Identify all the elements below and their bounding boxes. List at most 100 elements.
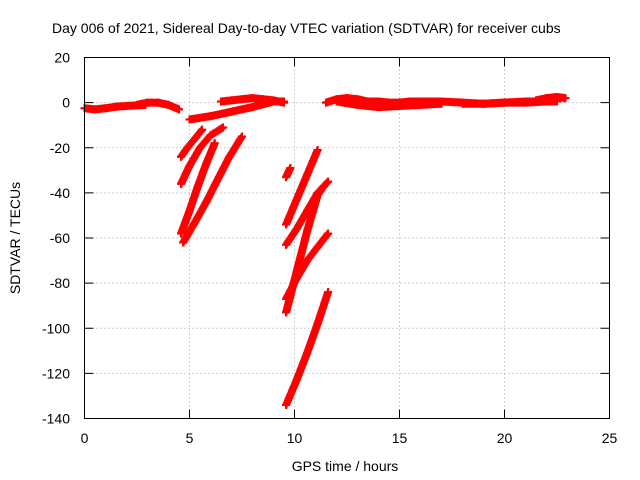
data-point (248, 94, 257, 103)
y-tick-label: 20 (54, 50, 70, 66)
data-point (202, 197, 211, 206)
data-point (133, 100, 141, 109)
series-track-08 (179, 132, 246, 247)
data-point (185, 115, 194, 124)
data-point (282, 240, 291, 249)
y-tick-label: -60 (50, 230, 70, 246)
data-point (521, 98, 530, 107)
data-point (185, 161, 194, 170)
data-point (101, 104, 110, 113)
data-point (324, 177, 333, 186)
series-track-07 (177, 139, 219, 238)
data-point (196, 143, 204, 152)
data-point (313, 319, 322, 328)
data-point (198, 125, 207, 134)
data-point (214, 173, 223, 182)
data-point (395, 102, 404, 111)
data-point (322, 98, 330, 107)
data-point (282, 173, 291, 182)
data-point (282, 400, 291, 409)
y-tick-label: -80 (50, 275, 70, 291)
series-track-02 (133, 98, 183, 114)
data-point (269, 96, 278, 105)
data-point (303, 349, 312, 358)
y-tick-label: 0 (62, 95, 70, 111)
data-point (553, 92, 561, 101)
data-point (112, 102, 120, 111)
data-point (332, 97, 341, 106)
data-point (286, 164, 295, 173)
data-point (280, 98, 288, 107)
data-point (143, 98, 152, 107)
x-tick-label: 10 (287, 430, 303, 446)
y-tick-label: -140 (42, 411, 70, 427)
data-point (189, 220, 198, 229)
data-point (122, 102, 131, 111)
y-tick-label: -20 (50, 140, 70, 156)
data-point (292, 195, 301, 204)
data-point (217, 97, 225, 106)
data-point (183, 143, 192, 152)
data-point (210, 139, 219, 148)
series-track-14 (282, 288, 333, 409)
data-point (259, 95, 267, 104)
x-tick-labels: 0 5 10 15 20 25 (81, 430, 618, 446)
data-point (284, 168, 293, 177)
data-point (206, 131, 215, 140)
data-point (303, 170, 312, 179)
data-point (177, 229, 186, 238)
x-tick-label: 15 (392, 430, 408, 446)
data-point (292, 224, 301, 233)
data-point (238, 132, 246, 141)
data-point (542, 94, 551, 103)
data-point (227, 107, 236, 116)
data-point (292, 267, 301, 276)
data-point (154, 98, 162, 107)
data-layer (80, 92, 570, 409)
chart-title: Day 006 of 2021, Sidereal Day-to-day VTE… (52, 20, 561, 36)
y-tick-labels: -140 -120 -100 -80 -60 -40 -20 0 20 (42, 50, 70, 427)
data-point (238, 95, 246, 104)
data-point (225, 152, 234, 161)
data-point (303, 256, 312, 265)
data-point (202, 159, 211, 168)
data-point (193, 182, 202, 191)
data-point (179, 238, 188, 247)
data-point (91, 105, 99, 114)
data-point (313, 191, 322, 200)
x-tick-label: 0 (81, 430, 89, 446)
data-point (292, 376, 301, 385)
x-tick-label: 5 (186, 430, 194, 446)
y-tick-label: -100 (42, 320, 70, 336)
data-point (479, 99, 488, 108)
plot-frame (84, 57, 610, 419)
data-point (500, 98, 509, 107)
data-point (458, 99, 467, 108)
data-point (177, 179, 186, 188)
data-point (227, 96, 236, 105)
data-point (319, 182, 328, 191)
data-point (191, 133, 200, 142)
data-point (532, 96, 540, 105)
data-point (353, 100, 362, 109)
data-point (416, 97, 425, 106)
data-point (313, 243, 322, 252)
y-tick-label: -40 (50, 185, 70, 201)
data-point (164, 100, 173, 109)
series-track-06 (177, 123, 228, 188)
series-track-05 (177, 125, 207, 161)
x-axis-label: GPS time / hours (292, 458, 399, 474)
series-track-09 (282, 164, 295, 182)
data-point (324, 288, 333, 297)
data-point (175, 105, 183, 114)
series-track-04 (217, 94, 288, 107)
data-point (219, 123, 228, 132)
data-point (248, 103, 257, 112)
x-tick-label: 20 (497, 430, 513, 446)
data-point (282, 220, 291, 229)
data-point (206, 112, 215, 121)
data-point (282, 308, 291, 317)
x-tick-label: 25 (602, 430, 618, 446)
